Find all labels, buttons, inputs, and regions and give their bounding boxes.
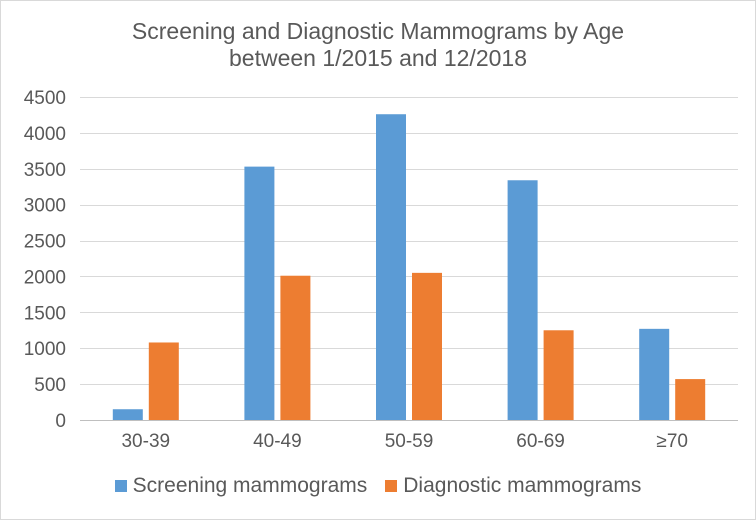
x-tick-label: 40-49 (253, 431, 302, 452)
bar-diagnostic-3 (543, 330, 574, 420)
chart-title-line1: Screening and Diagnostic Mammograms by A… (131, 18, 625, 44)
bars (112, 114, 706, 420)
bar-diagnostic-4 (675, 379, 706, 420)
x-tick-label: 60-69 (516, 431, 565, 452)
x-tick-label: 30-39 (121, 431, 170, 452)
legend: Screening mammograms Diagnostic mammogra… (0, 474, 756, 498)
y-tick-label: 500 (34, 375, 66, 396)
bar-diagnostic-1 (280, 275, 311, 420)
legend-item-screening: Screening mammograms (114, 474, 368, 498)
chart-title: Screening and Diagnostic Mammograms by A… (0, 18, 756, 72)
y-tick-label: 3500 (24, 160, 66, 181)
x-tick-label: 50-59 (385, 431, 434, 452)
bar-screening-4 (639, 328, 670, 420)
bar-screening-0 (112, 409, 143, 420)
legend-label-diagnostic: Diagnostic mammograms (403, 474, 642, 497)
y-tick-label: 1500 (24, 303, 66, 324)
bar-screening-3 (507, 180, 538, 420)
y-tick-label: 4000 (24, 124, 66, 145)
x-tick-label: ≥70 (656, 431, 688, 452)
bar-screening-2 (376, 114, 406, 420)
legend-swatch-diagnostic (385, 480, 398, 492)
y-axis-tick-labels: 0 500 1000 1500 2000 2500 3000 3500 4000 4500 (24, 88, 66, 432)
bar-diagnostic-2 (412, 272, 442, 420)
legend-item-diagnostic: Diagnostic mammograms (385, 474, 641, 498)
bar-screening-1 (244, 166, 275, 420)
y-tick-label: 4500 (24, 88, 66, 109)
bar-diagnostic-0 (148, 342, 179, 420)
chart-title-line2: between 1/2015 and 12/2018 (229, 45, 527, 71)
y-tick-label: 2000 (24, 267, 66, 288)
y-tick-label: 1000 (24, 339, 66, 360)
legend-swatch-screening (114, 480, 127, 492)
y-tick-label: 2500 (24, 232, 66, 253)
gridlines (80, 97, 738, 421)
y-tick-label: 3000 (24, 196, 66, 217)
legend-label-screening: Screening mammograms (132, 474, 368, 497)
y-tick-label: 0 (55, 411, 66, 432)
x-axis-tick-labels: 30-39 40-49 50-59 60-69 ≥70 (121, 431, 687, 452)
